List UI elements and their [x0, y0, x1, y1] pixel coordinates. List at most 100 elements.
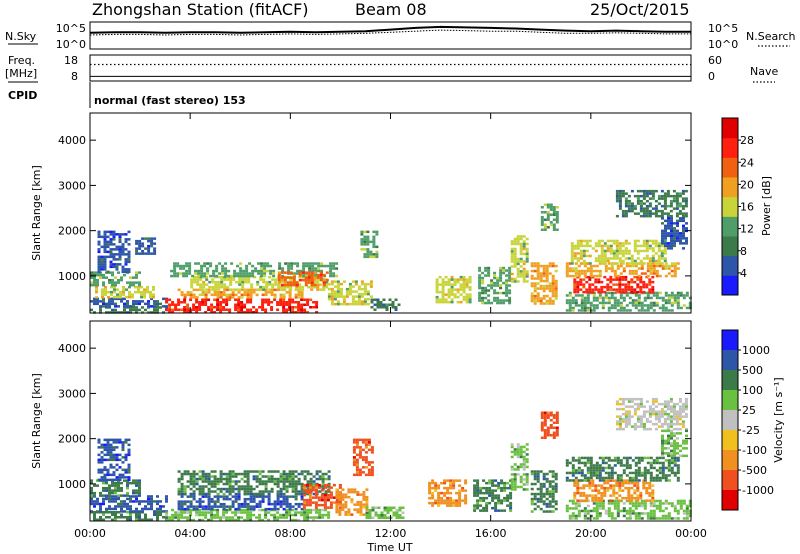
velocity-cell [141, 518, 144, 521]
power-cell [478, 279, 482, 282]
power-cell [519, 247, 523, 251]
velocity-cell [589, 466, 593, 470]
velocity-cell [628, 466, 632, 470]
power-cell [616, 309, 620, 312]
velocity-cell [630, 499, 634, 502]
velocity-cell [583, 479, 587, 482]
power-cell [306, 311, 310, 314]
velocity-cell [582, 486, 586, 490]
velocity-cell [356, 510, 360, 514]
velocity-cell [525, 488, 529, 491]
velocity-cell [252, 507, 256, 511]
power-cell [583, 306, 587, 310]
velocity-cell [300, 492, 304, 496]
power-cell [232, 278, 236, 281]
power-cell [126, 305, 129, 308]
velocity-cell [216, 487, 220, 491]
power-cell [195, 288, 199, 292]
power-cell [189, 298, 193, 301]
power-cell [621, 249, 625, 253]
power-cell [240, 311, 244, 314]
power-cell [645, 239, 649, 243]
power-cell [260, 272, 264, 275]
power-cell [624, 249, 628, 253]
velocity-cell [210, 516, 214, 519]
power-cell [462, 275, 466, 279]
power-cell [99, 273, 102, 277]
velocity-cell [610, 459, 614, 462]
power-cell [516, 270, 520, 273]
power-cell [645, 285, 649, 289]
velocity-cell [688, 504, 692, 508]
power-cell [484, 269, 488, 272]
velocity-cell [500, 499, 504, 502]
velocity-cell [305, 498, 309, 502]
velocity-cell [127, 443, 131, 447]
velocity-cell [364, 446, 368, 449]
velocity-cell [491, 491, 495, 495]
power-cell [370, 298, 374, 301]
power-cell [224, 267, 228, 270]
velocity-cell [545, 490, 549, 493]
velocity-cell [237, 485, 241, 488]
power-cell [269, 264, 273, 268]
power-cell [126, 281, 129, 284]
velocity-cell [655, 474, 659, 477]
power-cell [670, 222, 673, 225]
velocity-cell [308, 491, 312, 494]
velocity-cell [676, 479, 680, 482]
velocity-cell [183, 470, 187, 473]
velocity-cell [658, 471, 662, 475]
velocity-cell [90, 500, 93, 503]
velocity-cell [282, 477, 286, 481]
power-cell [219, 296, 223, 299]
velocity-cell [670, 456, 674, 460]
velocity-cell [377, 514, 381, 517]
power-cell [636, 244, 640, 248]
power-cell [360, 280, 364, 283]
power-cell [615, 192, 619, 195]
velocity-cell [108, 489, 111, 492]
velocity-cell [362, 513, 366, 516]
velocity-cell [114, 491, 117, 495]
power-cell [619, 304, 623, 307]
power-cell [124, 253, 128, 256]
velocity-cell [347, 510, 351, 514]
power-cell [536, 262, 540, 265]
power-cell [310, 271, 314, 274]
power-cell [288, 298, 292, 301]
power-cell [199, 285, 203, 289]
power-cell [640, 306, 644, 310]
power-cell [317, 264, 321, 268]
velocity-cell [114, 500, 117, 503]
power-cell [478, 296, 482, 300]
power-cell [682, 227, 685, 230]
power-cell [573, 254, 577, 258]
power-cell [103, 245, 107, 249]
velocity-cell [108, 494, 111, 497]
power-cell [237, 298, 241, 301]
power-cell [604, 301, 608, 305]
velocity-cell [115, 468, 119, 472]
power-cell [634, 299, 638, 302]
power-cell [278, 264, 282, 268]
power-cell [648, 192, 652, 195]
power-cell [109, 248, 113, 251]
velocity-cell [655, 461, 659, 465]
power-cell [292, 273, 296, 277]
velocity-cell [555, 434, 559, 437]
velocity-cell [138, 481, 141, 485]
power-cell [645, 244, 649, 248]
power-cell [186, 293, 190, 297]
power-cell [90, 281, 93, 284]
velocity-cell [314, 496, 318, 499]
velocity-cell [606, 489, 610, 492]
power-cell [118, 240, 122, 244]
power-cell [613, 306, 617, 310]
velocity-cell [237, 507, 241, 511]
velocity-cell [476, 484, 480, 487]
velocity-cell [258, 518, 262, 522]
power-cell [493, 284, 497, 287]
power-cell [134, 285, 137, 289]
power-cell [574, 301, 578, 305]
